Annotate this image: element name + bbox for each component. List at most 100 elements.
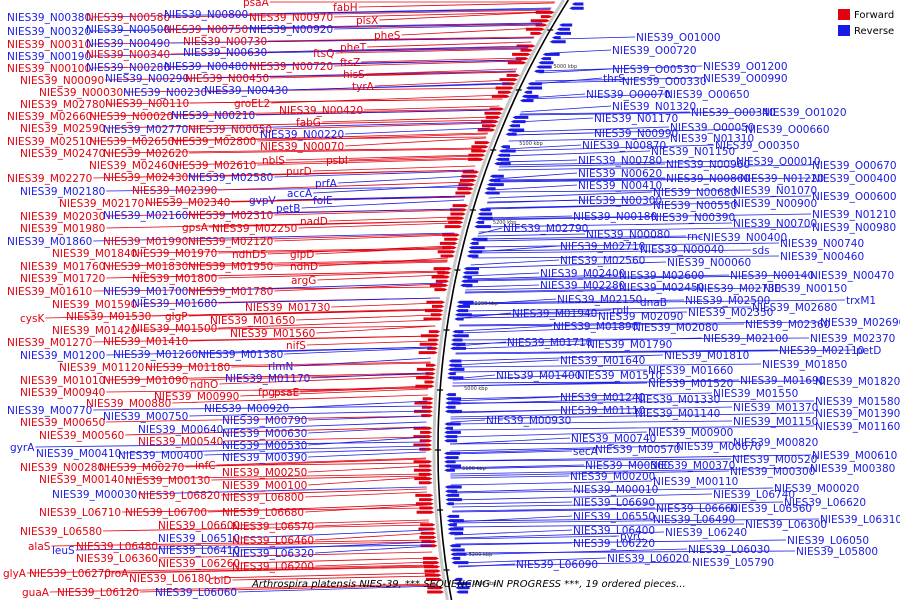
leader-line <box>125 473 427 480</box>
reverse-gene-arrow <box>455 586 470 590</box>
leader-line <box>464 287 696 293</box>
leader-line <box>189 148 482 154</box>
leader-line <box>500 159 578 163</box>
leader-line <box>172 394 428 404</box>
left-gene-label: NIES39_M01840 <box>52 248 137 260</box>
forward-gene-arrow <box>477 128 496 132</box>
leader-line <box>454 354 664 362</box>
right-gene-label: NIES39_L05800 <box>796 546 878 558</box>
forward-gene-arrow <box>418 527 436 531</box>
leader-line <box>482 215 573 219</box>
left-gene-label: fpg <box>258 387 275 399</box>
left-gene-label: NIES39_N00720 <box>249 61 333 73</box>
forward-gene-arrow <box>419 439 433 443</box>
forward-gene-arrow <box>416 376 436 380</box>
leader-line <box>450 420 733 425</box>
right-gene-label: thrS <box>603 73 625 85</box>
leader-line <box>467 274 730 281</box>
left-gene-label: NIES39_L06800 <box>222 492 304 504</box>
right-gene-label: NIES39_N01170 <box>594 113 678 125</box>
right-gene-label: NIES39_N00960 <box>666 159 750 171</box>
leader-line <box>300 386 429 393</box>
leader-line <box>159 551 433 559</box>
left-gene-label: alaS <box>28 541 51 553</box>
leader-line <box>494 177 740 182</box>
left-gene-label: argG <box>291 275 316 287</box>
right-gene-label: petD <box>856 345 881 357</box>
left-gene-label: nblS <box>262 155 285 167</box>
reverse-gene-arrow <box>444 464 462 468</box>
reverse-gene-arrow <box>446 514 460 518</box>
right-gene-label: NIES39_M02150 <box>557 294 642 306</box>
left-gene-label: NIES39_N00230 <box>123 87 207 99</box>
leader-line <box>315 561 434 567</box>
right-gene-label: NIES39_O00400 <box>812 173 897 185</box>
leader-line <box>453 523 745 528</box>
right-gene-label: NIES39_O00330 <box>622 76 707 88</box>
leader-line <box>241 529 430 539</box>
leader-line <box>305 504 428 513</box>
leader-line <box>451 493 713 501</box>
leader-line <box>199 346 433 355</box>
leader-line <box>138 325 436 331</box>
right-gene-label: NIES39_N00400 <box>703 232 787 244</box>
left-gene-label: NIES39_L06410 <box>158 545 240 557</box>
left-gene-label: NIES39_M02030 <box>20 211 105 223</box>
right-gene-label: NIES39_M02730 <box>696 283 781 295</box>
reverse-gene-arrow <box>549 40 566 44</box>
scale-label: 5100 kbp <box>519 141 543 147</box>
reverse-gene-arrow <box>569 6 584 10</box>
leader-line <box>497 164 812 171</box>
leader-line <box>189 233 455 242</box>
leader-line <box>527 93 586 99</box>
map-caption: Arthrospira platensis NIES-39, *** SEQUE… <box>251 579 686 590</box>
leader-line <box>451 396 560 402</box>
leader-line <box>275 385 429 393</box>
leader-line <box>549 49 612 54</box>
backbone-shadow <box>432 0 565 600</box>
left-gene-label: NIES39_M01090 <box>103 375 188 387</box>
reverse-gene-arrow <box>460 283 473 287</box>
reverse-gene-arrow <box>508 124 520 128</box>
leader-line <box>208 503 428 513</box>
reverse-gene-arrow <box>512 115 529 119</box>
leader-line <box>224 436 427 442</box>
leader-line <box>450 454 812 462</box>
leader-line <box>450 412 635 418</box>
leader-line <box>450 464 585 469</box>
forward-gene-arrow <box>424 569 441 573</box>
leader-line <box>454 531 665 539</box>
leader-line <box>477 233 586 237</box>
right-gene-label: NIES39_M01810 <box>664 350 749 362</box>
right-gene-label: NIES39_M01520 <box>648 378 733 390</box>
leader-line <box>450 488 573 493</box>
forward-gene-arrow <box>460 178 477 182</box>
left-gene-label: NIES39_M01830 <box>103 261 188 273</box>
leader-line <box>331 302 439 308</box>
leader-line <box>138 486 427 495</box>
reverse-gene-arrow <box>559 23 573 27</box>
leader-line <box>374 79 512 87</box>
right-gene-label: NIES39_M00670 <box>676 441 761 453</box>
leader-line <box>478 227 503 235</box>
left-gene-label: NIES39_M00630 <box>222 428 307 440</box>
leader-line <box>189 121 493 130</box>
right-gene-label: secA <box>573 446 599 458</box>
leader-line <box>502 150 651 157</box>
leader-line <box>450 475 570 479</box>
right-gene-label: NIES39_L06240 <box>665 527 747 539</box>
left-gene-label: NIES39_N00110 <box>105 98 189 110</box>
leader-line <box>26 564 434 574</box>
forward-gene-arrow <box>444 225 463 229</box>
forward-gene-arrow <box>455 191 473 195</box>
left-gene-label: NIES39_M01590 <box>52 299 137 311</box>
reverse-gene-arrow <box>534 69 545 73</box>
leader-line <box>321 116 495 123</box>
right-gene-label: NIES39_O00990 <box>703 73 788 85</box>
left-gene-label: NIES39_M02310 <box>188 210 273 222</box>
reverse-gene-arrow <box>445 493 460 497</box>
leader-line <box>334 11 549 18</box>
reverse-gene-arrow <box>444 439 458 443</box>
leader-line <box>449 450 573 455</box>
reverse-gene-arrow <box>454 582 471 586</box>
